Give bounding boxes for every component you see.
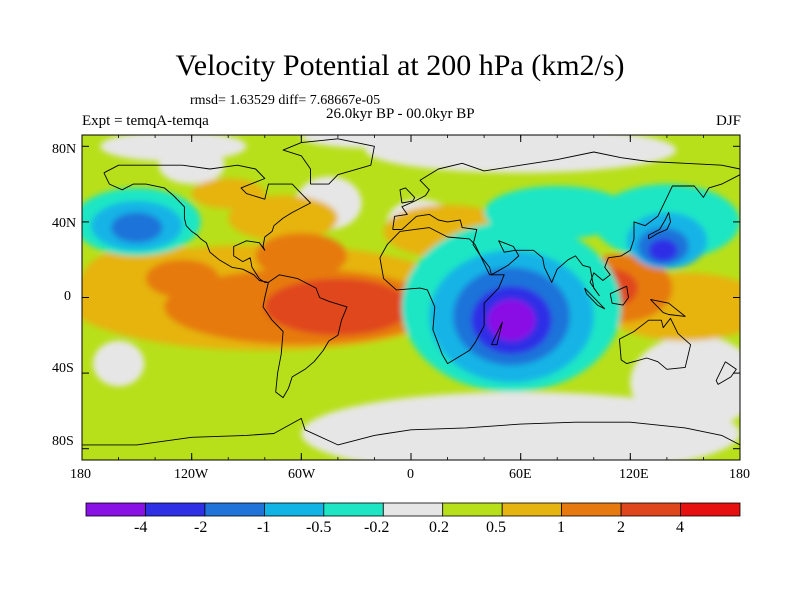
colorbar-swatch-1 — [145, 502, 206, 517]
contour-region-30 — [111, 212, 163, 243]
coastline-north-america — [103, 164, 311, 283]
lon-label-60w: 60W — [288, 467, 316, 482]
colorbar-swatch-5 — [382, 502, 444, 517]
rmsd-diff-label: rmsd= 1.63529 diff= 7.68667e-05 — [190, 93, 381, 108]
coastline-borneo — [609, 285, 629, 306]
coastline-britain — [399, 187, 416, 204]
coastlines — [82, 138, 740, 446]
lat-label-80s: 80S — [52, 434, 74, 449]
lon-label-120w: 120W — [174, 467, 209, 482]
colorbar-label-7: 1 — [557, 519, 565, 536]
coastline-sumatra — [584, 287, 606, 310]
colorbar-label-5: 0.2 — [429, 519, 449, 536]
contour-region-19 — [264, 278, 411, 336]
contour-region-33 — [487, 299, 536, 342]
coastline-new-guinea — [650, 298, 686, 317]
coastline-antarctica — [82, 417, 740, 446]
lat-label-0: 0 — [64, 289, 71, 304]
contour-region-24 — [484, 186, 631, 239]
coastline-greenland — [282, 138, 375, 185]
colorbar-label-8: 2 — [617, 519, 625, 536]
period-label: 26.0kyr BP - 00.0kyr BP — [326, 106, 475, 122]
coastline-south-america — [262, 274, 348, 399]
lat-label-80n: 80N — [52, 142, 77, 157]
colorbar-swatch-4 — [323, 502, 384, 517]
axis-ticks — [81, 135, 741, 460]
colorbar-swatch-6 — [442, 502, 503, 517]
colorbar-swatch-7 — [501, 502, 563, 517]
coastline-madagascar — [490, 321, 503, 346]
contour-region-8 — [158, 146, 225, 185]
lat-label-40s: 40S — [52, 361, 74, 376]
lon-label-180e: 180 — [729, 467, 750, 482]
coastline-australia — [618, 317, 692, 370]
colorbar-label-2: -1 — [257, 519, 271, 536]
experiment-label: Expt = temqA-temqa — [82, 113, 209, 129]
colorbar-swatch-8 — [561, 502, 622, 517]
lon-label-60e: 60E — [509, 467, 532, 482]
season-label: DJF — [715, 113, 741, 129]
coastline-eurasia — [392, 151, 740, 297]
velocity-potential-field — [82, 135, 740, 460]
colorbar-swatch-2 — [204, 502, 265, 517]
contour-region-32 — [648, 239, 678, 262]
contour-region-0 — [365, 135, 677, 173]
colorbar-label-4: -0.2 — [364, 519, 390, 536]
colorbar — [85, 502, 741, 517]
contour-region-17 — [255, 233, 347, 279]
colorbar-swatch-0 — [85, 502, 146, 517]
lon-label-0: 0 — [407, 467, 414, 482]
coastline-africa — [379, 227, 505, 365]
colorbar-label-3: -0.5 — [306, 519, 332, 536]
coastline-japan — [648, 212, 671, 240]
colorbar-swatch-3 — [263, 502, 325, 517]
colorbar-swatch-10 — [680, 502, 741, 517]
colorbar-label-6: 0.5 — [486, 519, 506, 536]
contour-region-7 — [301, 391, 740, 460]
colorbar-label-0: -4 — [134, 519, 148, 536]
colorbar-label-9: 4 — [676, 519, 684, 536]
contour-region-16 — [145, 259, 220, 298]
lon-label-120e: 120E — [619, 467, 649, 482]
contour-region-5 — [93, 340, 145, 387]
lat-label-40n: 40N — [52, 216, 77, 231]
coastline-new-zealand — [715, 361, 737, 385]
colorbar-label-1: -2 — [194, 519, 208, 536]
plot-title: Velocity Potential at 200 hPa (km2/s) — [175, 49, 625, 82]
lon-label-180w: 180 — [70, 467, 91, 482]
colorbar-swatch-9 — [620, 502, 681, 517]
